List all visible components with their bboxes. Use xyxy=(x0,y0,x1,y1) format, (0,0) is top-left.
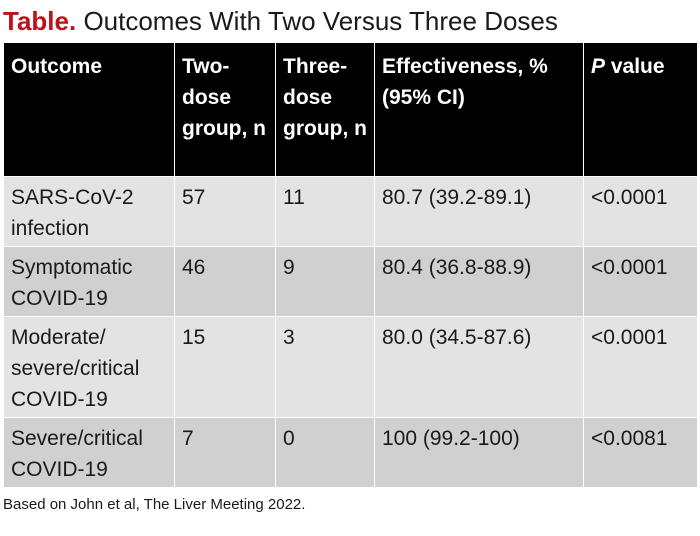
cell-three-dose: 11 xyxy=(275,176,375,247)
header-p-value-rest: value xyxy=(605,55,665,78)
cell-two-dose: 57 xyxy=(174,176,276,247)
cell-outcome: Severe/critical COVID-19 xyxy=(3,417,175,488)
cell-effectiveness: 100 (99.2-100) xyxy=(374,417,584,488)
cell-two-dose: 7 xyxy=(174,417,276,488)
cell-outcome: Symptomatic COVID-19 xyxy=(3,246,175,317)
cell-three-dose: 9 xyxy=(275,246,375,317)
table-title-label: Table. xyxy=(3,6,77,36)
cell-three-dose: 3 xyxy=(275,316,375,418)
outcomes-table: Outcome Two-dose group, n Three-dose gro… xyxy=(3,42,698,488)
header-p-value-italic: P xyxy=(591,55,606,78)
cell-effectiveness: 80.7 (39.2-89.1) xyxy=(374,176,584,247)
cell-three-dose: 0 xyxy=(275,417,375,488)
footnote: Based on John et al, The Liver Meeting 2… xyxy=(3,496,306,513)
cell-p-value: <0.0001 xyxy=(583,316,698,418)
cell-effectiveness: 80.0 (34.5-87.6) xyxy=(374,316,584,418)
table-title: Table. Outcomes With Two Versus Three Do… xyxy=(3,6,558,36)
cell-p-value: <0.0001 xyxy=(583,176,698,247)
cell-effectiveness: 80.4 (36.8-88.9) xyxy=(374,246,584,317)
table-row: SARS-CoV-2 infection 57 11 80.7 (39.2-89… xyxy=(3,176,698,247)
table-title-text: Outcomes With Two Versus Three Doses xyxy=(83,6,558,36)
cell-p-value: <0.0001 xyxy=(583,246,698,317)
cell-outcome: SARS-CoV-2 infection xyxy=(3,176,175,247)
table-row: Symptomatic COVID-19 46 9 80.4 (36.8-88.… xyxy=(3,246,698,317)
table-row: Severe/critical COVID-19 7 0 100 (99.2-1… xyxy=(3,417,698,488)
header-outcome: Outcome xyxy=(3,42,175,177)
header-p-value: P value xyxy=(583,42,698,177)
cell-two-dose: 46 xyxy=(174,246,276,317)
cell-two-dose: 15 xyxy=(174,316,276,418)
cell-p-value: <0.0081 xyxy=(583,417,698,488)
table-row: Moderate/ severe/critical COVID-19 15 3 … xyxy=(3,316,698,418)
cell-outcome: Moderate/ severe/critical COVID-19 xyxy=(3,316,175,418)
header-effectiveness: Effectiveness, % (95% CI) xyxy=(374,42,584,177)
header-two-dose: Two-dose group, n xyxy=(174,42,276,177)
header-row: Outcome Two-dose group, n Three-dose gro… xyxy=(3,42,698,177)
header-three-dose: Three-dose group, n xyxy=(275,42,375,177)
